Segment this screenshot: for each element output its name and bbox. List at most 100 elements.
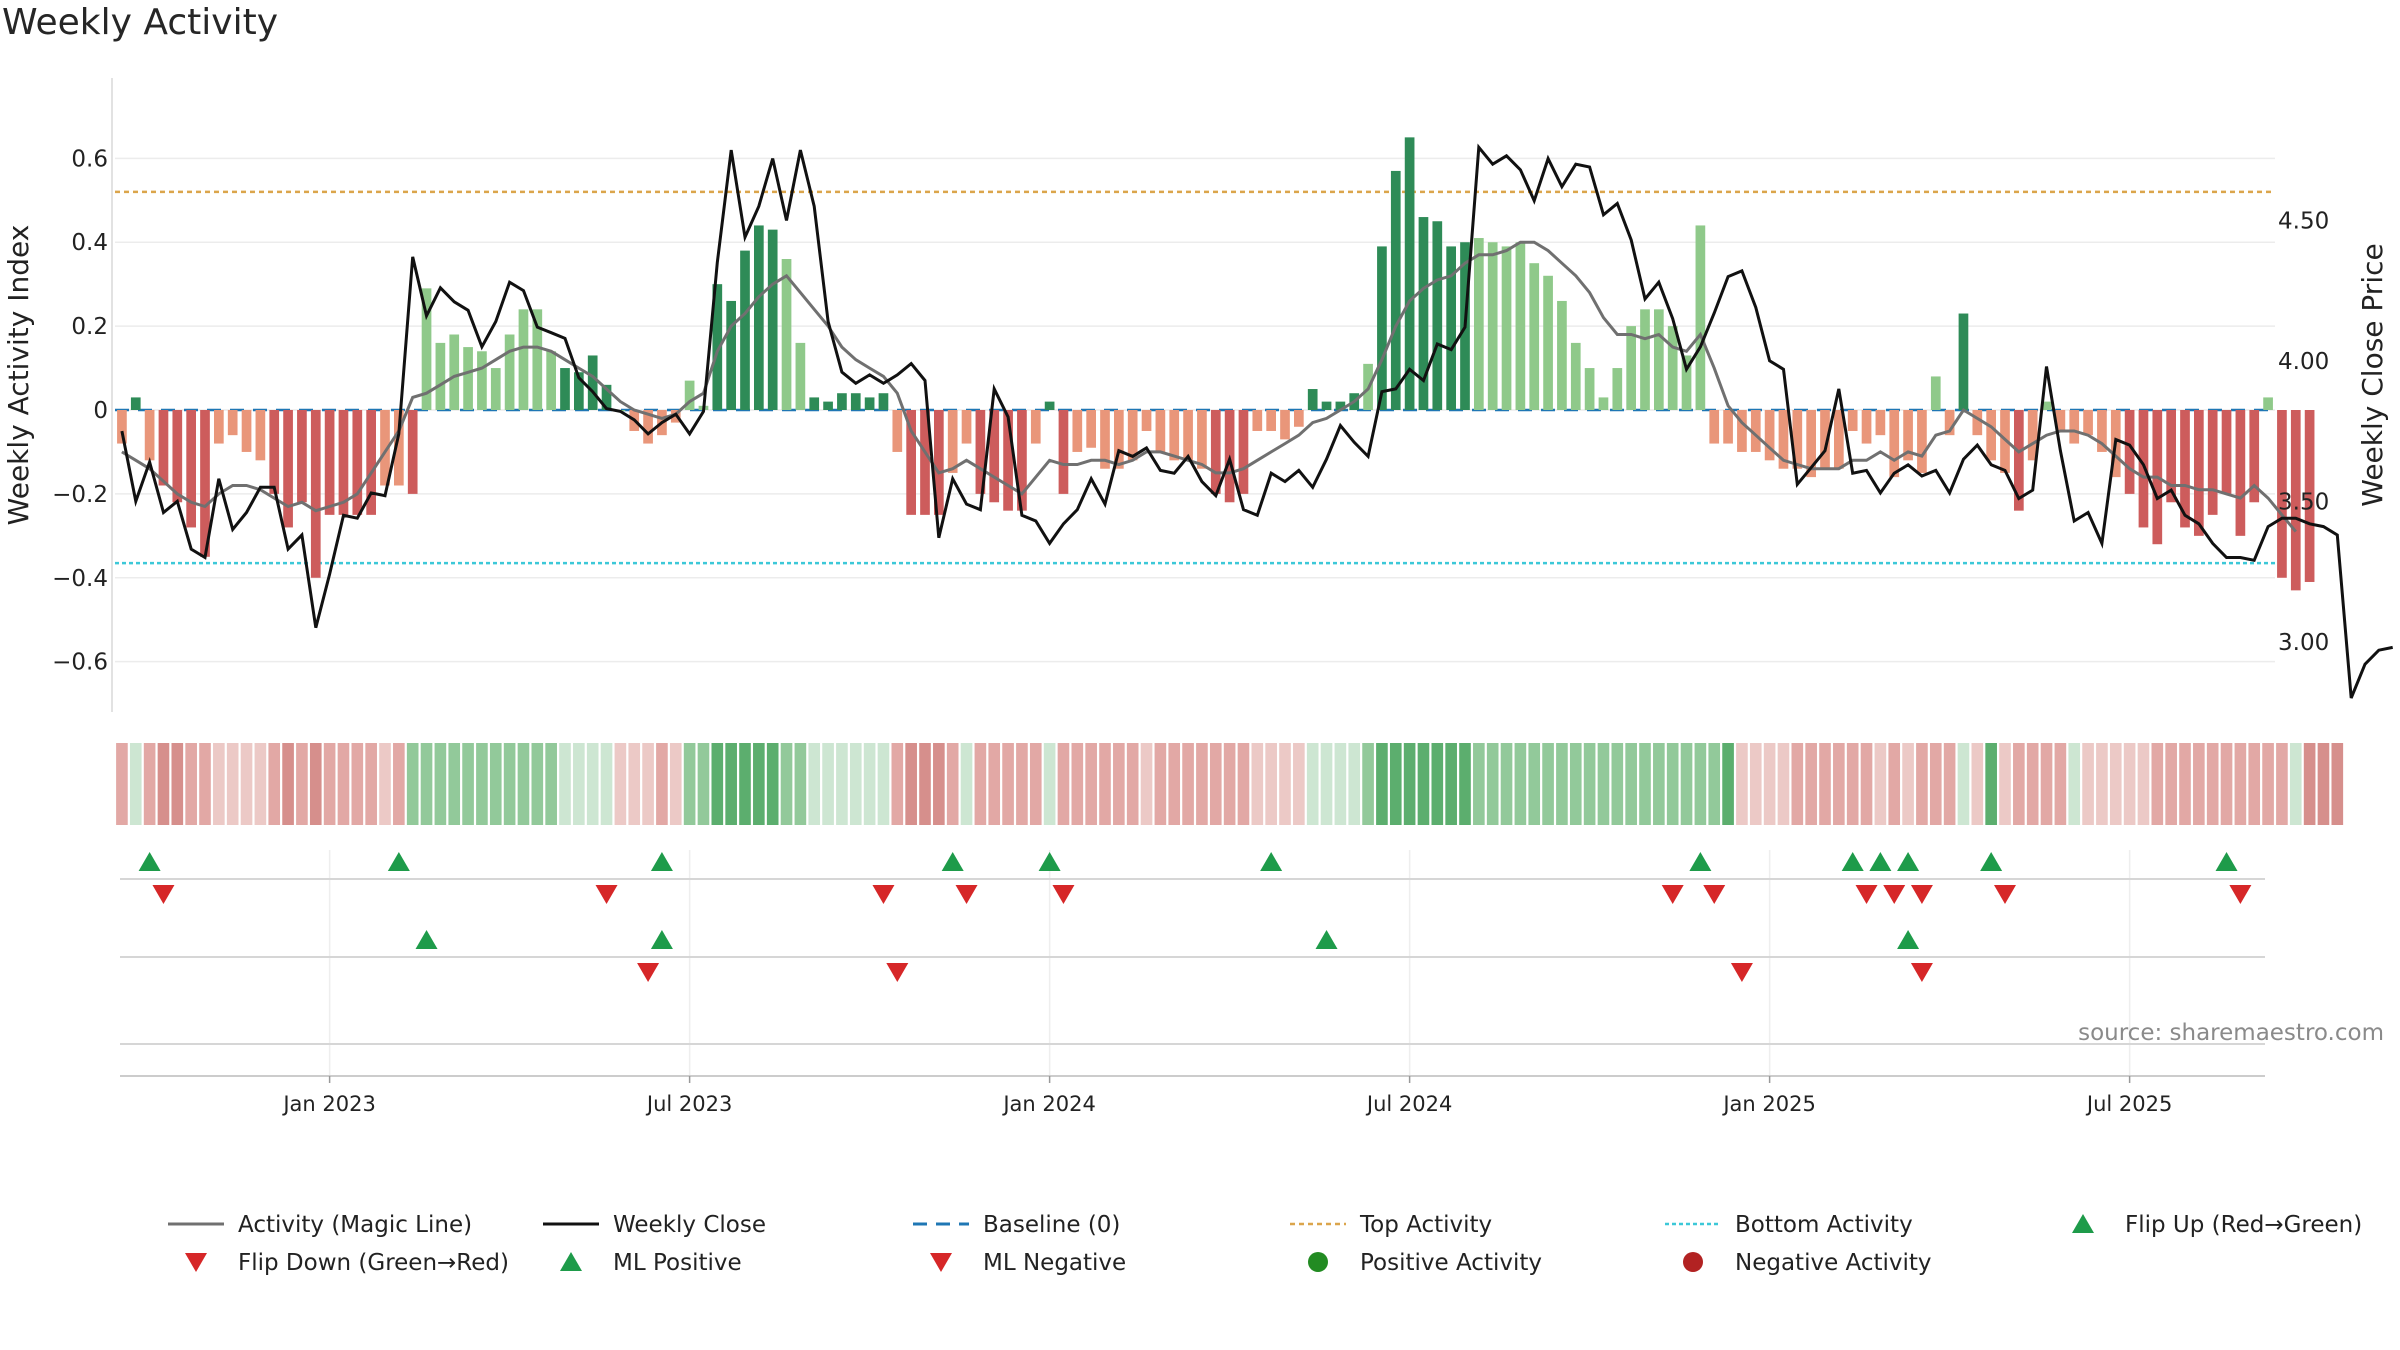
y-tick-label-left: 0.6	[71, 146, 108, 172]
legend-label: ML Positive	[613, 1250, 742, 1276]
activity-bar	[158, 410, 169, 486]
status-strip-cell	[1251, 743, 1264, 825]
status-strip-cell	[1099, 743, 1111, 825]
activity-bar	[1501, 246, 1512, 410]
activity-bar	[712, 284, 723, 410]
flip-up-marker	[1689, 852, 1712, 871]
activity-bar	[504, 334, 515, 410]
activity-bar	[241, 410, 252, 452]
status-strip-cell	[476, 743, 488, 825]
flip-up-marker	[650, 852, 673, 871]
status-strip-cell	[1417, 743, 1430, 825]
activity-bar	[601, 384, 612, 410]
activity-bar	[1474, 238, 1484, 410]
status-strip-cell	[1999, 743, 2011, 825]
status-strip-cell	[988, 743, 1001, 825]
activity-bar	[449, 334, 460, 410]
legend-swatch	[1308, 1252, 1328, 1272]
status-strip-cell	[1749, 743, 1762, 825]
status-strip-cell	[1043, 743, 1056, 825]
activity-bar	[2069, 410, 2080, 444]
activity-bar	[920, 410, 930, 515]
status-strip-cell	[226, 743, 239, 825]
status-strip-cell	[2026, 743, 2039, 825]
status-strip-cell	[1556, 743, 1568, 825]
status-strip-cell	[1029, 743, 1042, 825]
activity-bar	[186, 410, 196, 528]
flip-down-marker	[1661, 885, 1684, 904]
status-strip-cell	[323, 743, 336, 825]
status-strip-cell	[1126, 743, 1139, 825]
activity-bar	[947, 410, 958, 473]
status-strip-cell	[1819, 743, 1831, 825]
legend-label: Activity (Magic Line)	[238, 1212, 472, 1238]
status-strip-cell	[1473, 743, 1485, 825]
flip-down-marker	[872, 885, 895, 904]
activity-bar	[1114, 410, 1124, 469]
activity-bar	[1626, 326, 1636, 410]
activity-bar	[1404, 137, 1415, 410]
y-tick-label-left: −0.4	[52, 566, 108, 592]
x-tick-label: Jan 2024	[1001, 1092, 1096, 1116]
activity-bar	[1543, 275, 1553, 410]
y-tick-label-left: −0.6	[52, 650, 108, 676]
legend-swatch	[1683, 1252, 1703, 1272]
status-strip-cell	[282, 743, 294, 825]
activity-bar	[2304, 410, 2315, 582]
status-strip-cell	[960, 743, 973, 825]
activity-bar	[1529, 263, 1540, 410]
status-strip-cell	[794, 743, 807, 825]
activity-bar	[2290, 410, 2301, 591]
legend-label: Negative Activity	[1735, 1250, 1932, 1276]
status-strip-cell	[933, 743, 945, 825]
status-strip-cell	[406, 743, 419, 825]
status-strip-cell	[877, 743, 890, 825]
status-strip-cell	[669, 743, 682, 825]
activity-bar	[2194, 410, 2204, 536]
status-strip-cell	[2262, 743, 2274, 825]
legend-swatch	[2072, 1214, 2094, 1233]
y-tick-label-left: 0.2	[71, 314, 108, 340]
activity-bar	[1280, 410, 1290, 440]
status-strip-cell	[2317, 743, 2330, 825]
activity-bar	[1183, 410, 1193, 461]
activity-bar	[823, 401, 833, 410]
status-strip-cell	[2165, 743, 2177, 825]
status-strip-cell	[1846, 743, 1859, 825]
status-strip-cell	[462, 743, 474, 825]
activity-bar	[1806, 410, 1816, 478]
y-tick-label-right: 4.00	[2278, 349, 2329, 375]
status-strip-cell	[199, 743, 211, 825]
status-strip-cell	[974, 743, 987, 825]
activity-bar	[892, 410, 903, 452]
x-tick-label: Jul 2024	[1365, 1092, 1452, 1116]
legend-item-top: Top Activity	[1290, 1212, 1492, 1238]
activity-bar	[1294, 410, 1304, 427]
legend-label: Top Activity	[1359, 1212, 1492, 1238]
flip-up-marker	[1869, 852, 1892, 871]
status-strip-cell	[2040, 743, 2053, 825]
magic-line	[121, 240, 2297, 533]
flip-down-marker	[886, 963, 909, 982]
activity-bar	[1986, 410, 1996, 461]
activity-bar	[1598, 397, 1609, 410]
activity-bar	[934, 410, 944, 515]
activity-bar	[1003, 410, 1013, 511]
status-strip-cell	[1016, 743, 1028, 825]
flip-up-marker	[1980, 852, 2003, 871]
status-strip-cell	[836, 743, 848, 825]
activity-bar	[975, 410, 986, 494]
activity-bar	[1086, 410, 1096, 448]
status-strip-cell	[1002, 743, 1014, 825]
status-strip-cell	[808, 743, 821, 825]
status-strip-cell	[766, 743, 779, 825]
activity-bar	[1446, 246, 1456, 410]
activity-bar	[1654, 309, 1664, 410]
activity-bar	[1321, 401, 1332, 410]
activity-bar	[1557, 300, 1567, 410]
activity-bar	[546, 351, 556, 410]
chart-title: Weekly Activity	[2, 2, 279, 43]
activity-bar	[144, 410, 155, 461]
status-strip-cell	[309, 743, 322, 825]
activity-bar	[1418, 217, 1429, 410]
